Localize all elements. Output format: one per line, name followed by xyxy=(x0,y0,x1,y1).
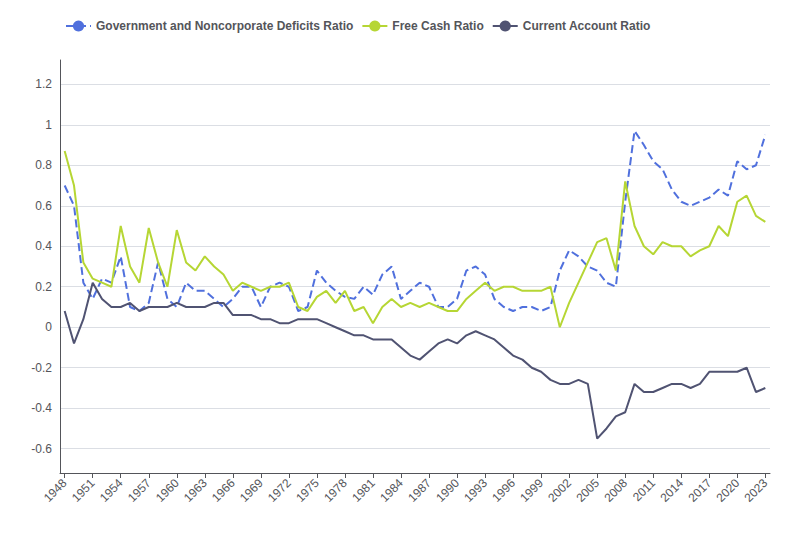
svg-text:1: 1 xyxy=(45,118,52,132)
svg-text:2020: 2020 xyxy=(713,476,742,505)
svg-text:-0.2: -0.2 xyxy=(31,361,52,375)
svg-text:2008: 2008 xyxy=(601,476,630,505)
svg-text:1972: 1972 xyxy=(265,476,294,505)
svg-text:1951: 1951 xyxy=(69,476,98,505)
svg-text:1954: 1954 xyxy=(97,476,126,505)
svg-text:2017: 2017 xyxy=(685,476,714,505)
svg-text:-0.6: -0.6 xyxy=(31,442,52,456)
svg-text:2014: 2014 xyxy=(657,476,686,505)
svg-text:Current Account Ratio: Current Account Ratio xyxy=(523,19,651,33)
svg-text:2002: 2002 xyxy=(545,476,574,505)
svg-text:1.2: 1.2 xyxy=(35,77,52,91)
svg-text:1948: 1948 xyxy=(41,476,70,505)
svg-text:1984: 1984 xyxy=(377,476,406,505)
svg-text:1996: 1996 xyxy=(489,476,518,505)
svg-text:2023: 2023 xyxy=(742,476,771,505)
svg-text:1981: 1981 xyxy=(349,476,378,505)
svg-text:2011: 2011 xyxy=(630,476,658,504)
svg-text:1987: 1987 xyxy=(405,476,434,505)
svg-text:1969: 1969 xyxy=(237,476,266,505)
svg-text:1963: 1963 xyxy=(181,476,210,505)
svg-text:1966: 1966 xyxy=(209,476,238,505)
svg-text:0.2: 0.2 xyxy=(35,280,52,294)
svg-text:0: 0 xyxy=(45,320,52,334)
svg-text:1957: 1957 xyxy=(125,476,154,505)
svg-text:1990: 1990 xyxy=(433,476,462,505)
svg-text:Free Cash Ratio: Free Cash Ratio xyxy=(392,19,483,33)
svg-text:Government and Noncorporate De: Government and Noncorporate Deficits Rat… xyxy=(96,19,353,33)
svg-text:1975: 1975 xyxy=(293,476,322,505)
svg-text:0.8: 0.8 xyxy=(35,158,52,172)
svg-text:1993: 1993 xyxy=(461,476,490,505)
svg-text:2005: 2005 xyxy=(573,476,602,505)
svg-text:-0.4: -0.4 xyxy=(31,401,52,415)
svg-text:0.4: 0.4 xyxy=(35,239,52,253)
svg-text:1999: 1999 xyxy=(517,476,546,505)
svg-text:1960: 1960 xyxy=(153,476,182,505)
svg-text:1978: 1978 xyxy=(321,476,350,505)
svg-text:0.6: 0.6 xyxy=(35,199,52,213)
